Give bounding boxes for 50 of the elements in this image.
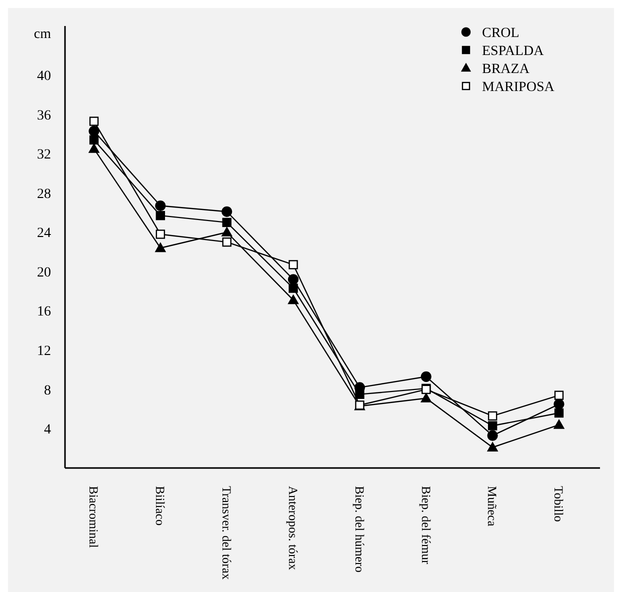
legend-label: BRAZA	[482, 62, 530, 77]
point	[89, 116, 99, 126]
y-tick-label: 24	[37, 226, 51, 242]
point	[554, 398, 564, 410]
point	[222, 218, 232, 228]
y-tick-label: 8	[44, 383, 51, 398]
point	[88, 126, 100, 136]
point	[288, 260, 298, 270]
point	[222, 237, 232, 247]
point	[554, 419, 564, 429]
point	[222, 206, 232, 217]
legend-label: CROL	[482, 26, 520, 41]
point	[420, 371, 432, 382]
y-tick-label: 12	[37, 344, 51, 360]
point	[554, 390, 564, 400]
y-axis-title: cm	[34, 27, 52, 42]
point	[288, 274, 299, 285]
point	[155, 242, 166, 252]
y-tick-label: 32	[37, 148, 51, 163]
point	[156, 230, 166, 239]
point	[288, 294, 299, 304]
x-tick-label: Biep. del húmero	[352, 486, 366, 572]
y-tick-label: 16	[37, 304, 51, 320]
x-tick-label: Tobillo	[552, 486, 566, 522]
legend-label: MARIPOSA	[482, 80, 556, 95]
y-tick-label: 36	[37, 108, 51, 124]
x-tick-label: Transver. del tórax	[219, 486, 234, 580]
point	[488, 421, 498, 430]
point	[355, 390, 364, 399]
y-tick-label: 40	[37, 69, 51, 84]
y-tick-label: 28	[37, 186, 51, 202]
x-tick-label: Anteropos. tórax	[286, 486, 300, 571]
point	[88, 143, 100, 153]
point	[487, 430, 498, 441]
point	[420, 392, 432, 402]
legend-label: ESPALDA	[482, 44, 545, 59]
x-tick-label: Biacrominal	[86, 486, 101, 548]
x-tick-label: Biep. del fémur	[418, 486, 433, 565]
point	[488, 411, 498, 421]
point	[156, 210, 166, 220]
point	[288, 284, 298, 293]
point	[222, 226, 232, 236]
point	[487, 442, 498, 452]
point	[89, 135, 99, 145]
x-tick-label: Muñeca	[485, 486, 500, 527]
y-tick-label: 4	[44, 422, 51, 438]
point	[155, 200, 166, 212]
point	[554, 408, 564, 418]
x-tick-label: Biilíaco	[153, 486, 168, 526]
y-tick-label: 20	[37, 265, 51, 280]
